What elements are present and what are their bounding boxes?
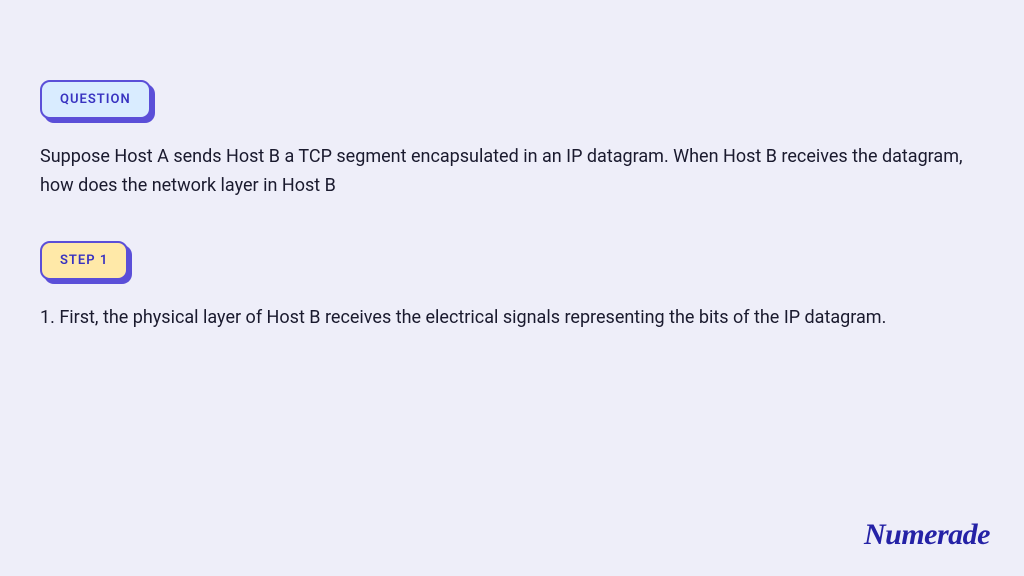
step-badge: STEP 1: [40, 241, 128, 280]
step-text: 1. First, the physical layer of Host B r…: [40, 304, 984, 333]
content-region: QUESTION Suppose Host A sends Host B a T…: [0, 0, 1024, 332]
step-badge-wrap: STEP 1: [40, 241, 128, 280]
question-badge: QUESTION: [40, 80, 151, 119]
question-text: Suppose Host A sends Host B a TCP segmen…: [40, 143, 984, 201]
brand-logo: Numerade: [864, 518, 990, 552]
question-badge-wrap: QUESTION: [40, 80, 151, 119]
